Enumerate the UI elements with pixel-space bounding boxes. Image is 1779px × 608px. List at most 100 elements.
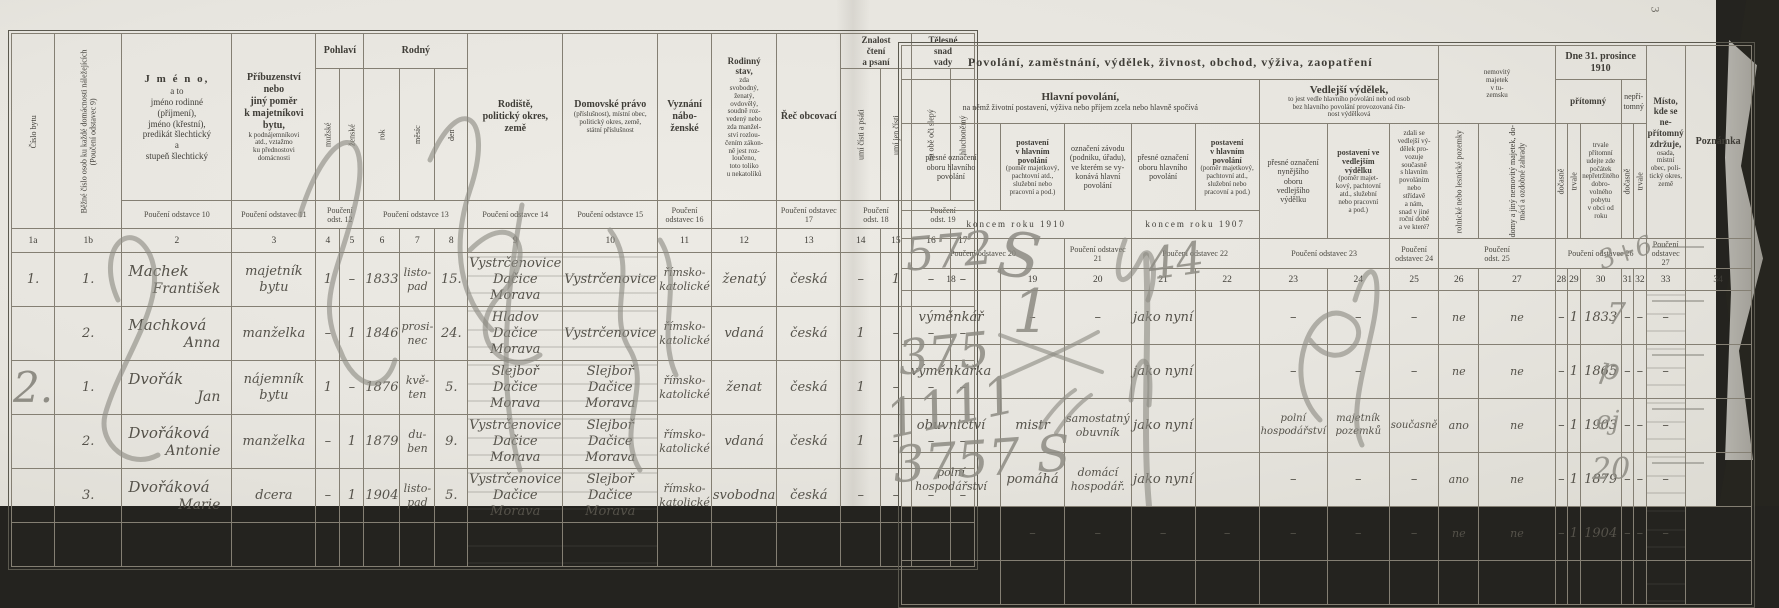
col-num: 9 <box>467 228 564 254</box>
pouceni-10: Poučení odstavce 10 <box>121 200 233 230</box>
header-vedlejsi-title: Vedlejší výdělek, <box>1309 83 1389 96</box>
cell-19 <box>1000 344 1065 400</box>
pouceni-26: Poučení odstavec 26 <box>1554 238 1647 270</box>
header-domovske-sub: (příslušnost), místní obec, politický ok… <box>573 110 647 135</box>
header-cislo-bytu: Číslo bytu <box>11 33 55 229</box>
col-num: 10 <box>562 228 659 254</box>
cell-byt <box>10 468 56 524</box>
cell-stav: svobodna <box>710 468 778 524</box>
empty-row <box>901 560 1752 606</box>
column-number-row-left: 1a 1b 2 3 4 5 6 7 8 9 10 11 12 13 14 15 … <box>10 228 976 254</box>
cell-20 <box>1064 344 1132 400</box>
header-col25: zdali se vedlejší vý- dělek pro- vozuje … <box>1388 122 1440 240</box>
col-num: 1a <box>10 228 56 254</box>
cell-14: – <box>840 468 882 524</box>
cell-den: 24. <box>434 306 469 362</box>
header-stav-title: Rodinný stav, <box>727 55 761 77</box>
cell-stav: vdaná <box>710 306 778 362</box>
cell-19: pomáhá <box>1000 452 1065 508</box>
cell-26: ano <box>1438 398 1480 454</box>
cell-18: polní hospodářství <box>901 452 1001 508</box>
person-row: 2. Dvořáková Antonie manželka – 1 1879 du… <box>10 414 976 470</box>
cell-mesic: kvě- ten <box>399 360 436 416</box>
cell-25: – <box>1388 290 1440 346</box>
cell-den: 5. <box>434 360 469 416</box>
person-row: výměnkář – – jako nyní – – – ne ne – 1 1… <box>901 290 1752 346</box>
header-koncem-1907: koncem roku 1907 <box>1130 210 1260 240</box>
cell-rok: 1833 <box>363 252 401 308</box>
cell-rodiste: Hladov Dačice Morava <box>467 306 564 362</box>
cell-23: – <box>1258 344 1328 400</box>
cell-31: – <box>1620 290 1635 346</box>
cell-mesic: listo- pad <box>399 468 436 524</box>
col-num: 24 <box>1326 268 1390 292</box>
cell-byt <box>10 306 56 362</box>
cell-22 <box>1194 452 1260 508</box>
col-num: 3 <box>231 228 317 254</box>
person-row: – – – – – – – ne ne – 1 1904 – – – <box>901 506 1752 562</box>
col-num: 28 <box>1554 268 1569 292</box>
cell-vyznani: římsko- katolické <box>657 306 712 362</box>
header-pribuzenstvi: Příbuzenství nebo jiný poměr k majetníko… <box>231 32 317 202</box>
cell-domov: Vystrčenovice <box>562 306 659 362</box>
cell-27: ne <box>1478 344 1556 400</box>
cell-zena: 1 <box>339 306 365 362</box>
cell-rok: 1879 <box>363 414 401 470</box>
cell-vyznani: římsko- katolické <box>657 468 712 524</box>
header-col31-docasne: dočasně <box>1621 123 1634 239</box>
cell-vyznani: římsko- katolické <box>657 360 712 416</box>
pouceni-blank-34 <box>1684 238 1752 270</box>
cell-mesic: listo- pad <box>399 252 436 308</box>
cell-poradi: 2. <box>54 414 123 470</box>
col-num: 11 <box>657 228 712 254</box>
cell-22 <box>1194 290 1260 346</box>
col-num: 20 <box>1064 268 1132 292</box>
cell-den: 15. <box>434 252 469 308</box>
cell-20: – <box>1064 290 1132 346</box>
column-number-row-right: 18 19 20 21 22 23 24 25 26 27 28 29 30 3… <box>901 268 1752 292</box>
col-num: 18 <box>901 268 1001 292</box>
cell-pomer: manželka <box>231 306 317 362</box>
cell-31: – <box>1620 398 1635 454</box>
cell-rodiste: Slejboř Dačice Morava <box>467 360 564 416</box>
header-domovske-pravo: Domovské právo (příslušnost), místní obe… <box>562 32 659 202</box>
cell-24: – <box>1326 290 1390 346</box>
cell-21: jako nyní <box>1130 344 1196 400</box>
header-rodinny-stav: Rodinný stav, zda svobodný, ženatý, ovdo… <box>710 32 778 202</box>
col-num: 32 <box>1633 268 1647 292</box>
cell-14: 1 <box>840 360 882 416</box>
person-row: 2. Machková Anna manželka – 1 1846 prosi-… <box>10 306 976 362</box>
header-col18: přesné označení oboru hlavního povolání <box>901 122 1001 212</box>
cell-krestni: Marie <box>178 496 221 513</box>
cell-poradi: 2. <box>54 306 123 362</box>
col-num: 31 <box>1620 268 1635 292</box>
header-rec-obcovaci: Řeč obcovací <box>776 32 842 202</box>
header-poznamka: Poznámka <box>1684 44 1752 240</box>
cell-pomer: nájemník bytu <box>231 360 317 416</box>
col-num: 5 <box>339 228 365 254</box>
header-col24-title: postavení ve vedlejším výdělku <box>1337 147 1380 176</box>
cell-prijmeni: Dvořáková <box>128 423 210 442</box>
pouceni-27: Poučení odstavec 27 <box>1645 238 1686 270</box>
cell-21: jako nyní <box>1130 290 1196 346</box>
cell-rodiste: Vystrčenovice Dačice Morava <box>467 468 564 524</box>
cell-31: – <box>1620 506 1635 562</box>
header-rok: rok <box>363 68 400 201</box>
cell-pomer: manželka <box>231 414 317 470</box>
cell-den: 5. <box>434 468 469 524</box>
cell-25: – <box>1388 452 1440 508</box>
person-row: 1. 1. Machek František majetník bytu 1 – … <box>10 252 976 308</box>
cell-muz: 1 <box>315 360 341 416</box>
col-num: 6 <box>363 228 401 254</box>
person-row: výměnkářka jako nyní – – – ne ne – 1 186… <box>901 344 1752 400</box>
header-misto-sub: osada, místní obec, poli- tický okres, z… <box>1649 148 1682 188</box>
cell-19: – <box>1000 290 1065 346</box>
cell-29: 1 <box>1567 344 1581 400</box>
cell-jmeno: Dvořák Jan <box>121 360 233 416</box>
cell-24: – <box>1326 452 1390 508</box>
cell-zena: 1 <box>339 414 365 470</box>
cell-24: majetník pozemků <box>1326 398 1390 454</box>
cell-29: 1 <box>1567 452 1581 508</box>
cell-21: jako nyní <box>1130 398 1196 454</box>
cell-30: 1904 <box>1579 506 1622 562</box>
